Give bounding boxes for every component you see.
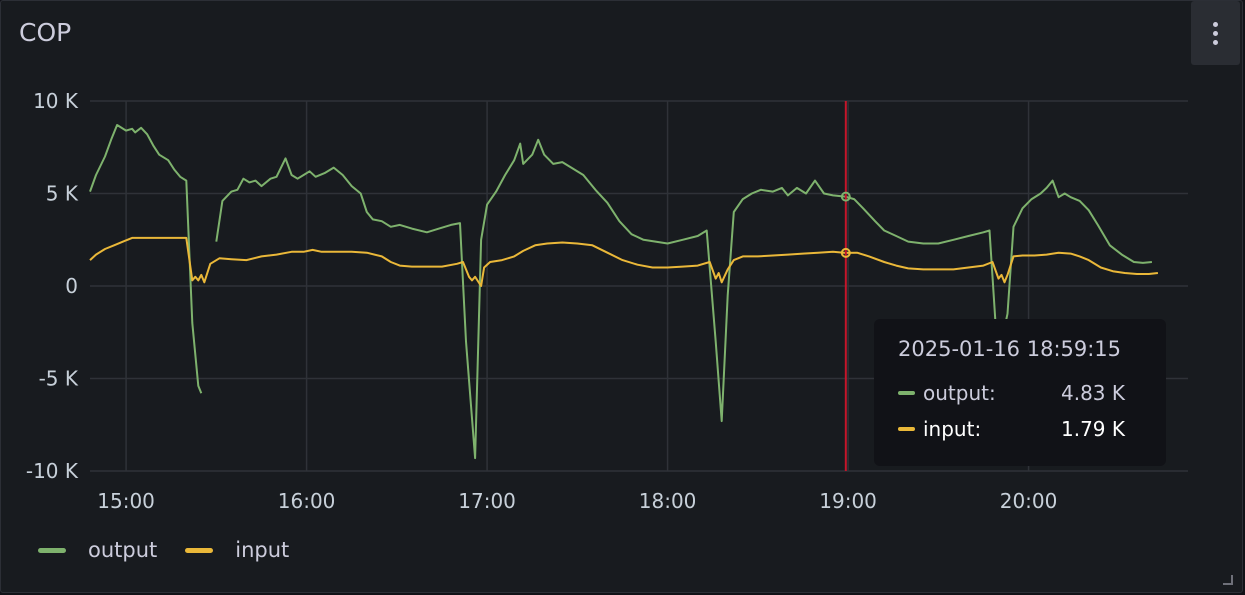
legend-swatch-output <box>38 547 66 553</box>
tooltip-value-input: 1.79 K <box>1060 417 1125 441</box>
chart-grid <box>90 100 1188 472</box>
vertical-dots-icon <box>1213 22 1218 27</box>
tooltip-swatch-output <box>898 391 915 395</box>
cursor-point-input <box>840 247 851 258</box>
chart-legend: output input <box>38 538 289 562</box>
x-tick-label: 16:00 <box>278 489 336 513</box>
x-tick-label: 17:00 <box>458 489 516 513</box>
tooltip-value-output: 4.83 K <box>1060 381 1125 405</box>
series-line-input <box>89 236 1159 287</box>
y-tick-label: 0 <box>65 274 78 298</box>
tooltip-swatch-input <box>898 427 915 431</box>
x-axis-ticks: 15:00 16:00 17:00 18:00 19:00 20:00 <box>97 489 1057 513</box>
resize-handle-icon[interactable] <box>1223 575 1233 585</box>
legend-item-input[interactable]: input <box>185 538 289 562</box>
y-tick-label: 5 K <box>46 182 79 206</box>
tooltip-row-input: input: 1.79 K <box>898 411 1142 447</box>
tooltip-row-output: output: 4.83 K <box>898 375 1142 411</box>
x-tick-label: 19:00 <box>819 489 877 513</box>
vertical-dots-icon <box>1213 40 1218 45</box>
legend-item-output[interactable]: output <box>38 538 157 562</box>
y-tick-label: 10 K <box>33 89 79 113</box>
x-tick-label: 15:00 <box>97 489 155 513</box>
hover-tooltip: 2025-01-16 18:59:15 output: 4.83 K input… <box>874 319 1166 466</box>
y-axis-ticks: 10 K 5 K 0 -5 K -10 K <box>26 89 79 483</box>
x-tick-label: 18:00 <box>639 489 697 513</box>
cursor-point-output <box>840 191 851 202</box>
panel-title: COP <box>19 18 72 47</box>
panel-menu-button[interactable] <box>1191 1 1240 65</box>
tooltip-time: 2025-01-16 18:59:15 <box>898 337 1122 361</box>
hover-cursor <box>840 101 851 471</box>
tooltip-label-input: input: <box>923 417 982 441</box>
x-tick-label: 20:00 <box>1000 489 1058 513</box>
legend-label-input: input <box>235 538 290 562</box>
y-tick-label: -5 K <box>39 367 79 391</box>
y-tick-label: -10 K <box>26 459 79 483</box>
vertical-dots-icon <box>1213 31 1218 36</box>
legend-swatch-input <box>185 547 214 553</box>
tooltip-label-output: output: <box>923 381 996 405</box>
legend-label-output: output <box>88 538 158 562</box>
